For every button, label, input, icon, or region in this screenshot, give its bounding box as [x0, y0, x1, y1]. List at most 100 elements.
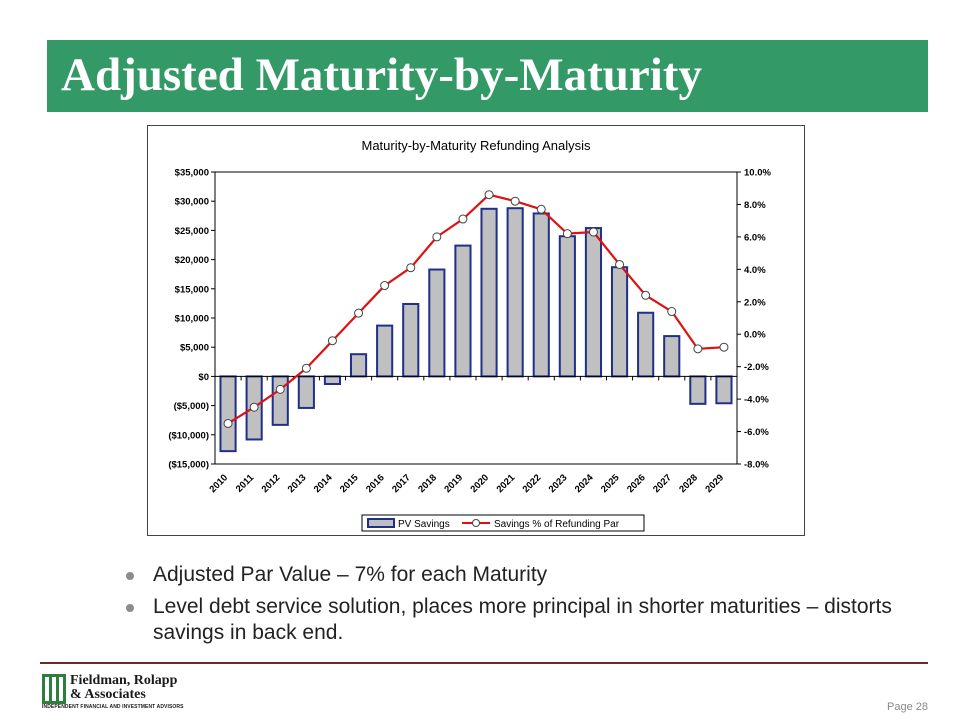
savings-pct-point: [536, 204, 546, 214]
y-left-tick-label: $30,000: [175, 197, 209, 208]
y-left-tick-label: $20,000: [175, 255, 209, 266]
x-tick-label: 2026: [625, 472, 648, 495]
x-tick-label: 2012: [260, 472, 283, 495]
savings-pct-point: [641, 290, 651, 300]
y-left-tick-label: $35,000: [175, 168, 209, 179]
pv-savings-bar: [454, 244, 472, 378]
savings-pct-point: [327, 336, 337, 346]
y-right-tick-label: -8.0%: [744, 460, 769, 471]
bullet-text: Level debt service solution, places more…: [153, 595, 892, 644]
x-tick-label: 2017: [390, 472, 413, 495]
legend-swatch-marker: [472, 519, 480, 527]
y-right-tick-label: 8.0%: [744, 200, 766, 211]
pv-savings-bar: [532, 212, 550, 378]
company-logo: Fieldman, Rolapp & Associates INDEPENDEN…: [42, 672, 202, 712]
savings-pct-point: [510, 196, 520, 206]
bullet-list: Adjusted Par Value – 7% for each Maturit…: [120, 562, 900, 652]
savings-pct-point: [301, 363, 311, 373]
pv-savings-bar: [376, 324, 394, 378]
x-tick-label: 2019: [442, 472, 465, 495]
x-tick-label: 2025: [599, 472, 622, 495]
x-tick-label: 2013: [286, 472, 309, 495]
pv-savings-bar: [480, 207, 498, 378]
savings-pct-point: [275, 384, 285, 394]
x-tick-label: 2023: [547, 472, 570, 495]
chart-container: Maturity-by-Maturity Refunding Analysis $…: [147, 125, 805, 536]
logo-text-line2: & Associates: [70, 687, 146, 702]
x-tick-label: 2022: [521, 472, 544, 495]
pv-savings-bar: [297, 375, 315, 409]
y-left-tick-label: ($10,000): [168, 430, 209, 441]
savings-pct-point: [719, 342, 729, 352]
pv-savings-bar: [584, 227, 603, 378]
legend-label-line: Savings % of Refunding Par: [494, 519, 620, 530]
savings-pct-point: [380, 281, 390, 291]
savings-pct-point: [458, 214, 468, 224]
savings-pct-point: [615, 259, 625, 269]
savings-pct-point: [249, 402, 259, 412]
savings-pct-point: [432, 232, 442, 242]
x-tick-label: 2024: [573, 472, 596, 495]
x-tick-label: 2018: [416, 472, 439, 495]
x-tick-label: 2028: [677, 472, 700, 495]
x-tick-label: 2010: [207, 472, 230, 495]
footer-divider: [40, 662, 928, 664]
pv-savings-bar: [349, 353, 368, 378]
pv-savings-bar: [610, 266, 629, 378]
bullet-item: Level debt service solution, places more…: [120, 594, 900, 646]
slide-title: Adjusted Maturity-by-Maturity: [61, 49, 702, 101]
legend-label-bar: PV Savings: [398, 519, 450, 530]
y-right-tick-label: 2.0%: [744, 297, 766, 308]
x-tick-label: 2011: [234, 472, 257, 495]
y-right-tick-label: 10.0%: [744, 168, 771, 179]
savings-pct-point: [406, 263, 416, 273]
pv-savings-bar: [402, 302, 420, 378]
x-tick-label: 2015: [338, 472, 361, 495]
pv-savings-bar: [689, 375, 707, 405]
bullet-dot-icon: [126, 604, 134, 612]
savings-pct-point: [484, 190, 494, 200]
x-tick-label: 2020: [468, 472, 491, 495]
pv-savings-bar: [558, 235, 576, 378]
logo-mark-icon: [42, 674, 66, 704]
y-right-tick-label: 0.0%: [744, 330, 766, 341]
x-tick-label: 2027: [651, 472, 674, 495]
y-right-tick-label: -4.0%: [744, 395, 769, 406]
pv-savings-bar: [506, 207, 524, 378]
y-left-tick-label: $10,000: [175, 314, 209, 325]
savings-pct-point: [223, 418, 233, 428]
bullet-item: Adjusted Par Value – 7% for each Maturit…: [120, 562, 900, 588]
page-number: Page 28: [887, 701, 928, 713]
y-right-tick-label: -6.0%: [744, 427, 769, 438]
savings-pct-point: [667, 307, 677, 317]
bullet-dot-icon: [126, 572, 134, 580]
logo-text-line1: Fieldman, Rolapp: [70, 673, 178, 688]
x-tick-label: 2014: [312, 472, 335, 495]
y-left-tick-label: $25,000: [175, 226, 209, 237]
y-right-tick-label: -2.0%: [744, 362, 769, 373]
pv-savings-bar: [637, 311, 655, 378]
savings-pct-line: [227, 193, 725, 425]
pv-savings-bar: [219, 375, 237, 453]
y-right-tick-label: 6.0%: [744, 232, 766, 243]
legend-box: [361, 514, 645, 532]
pv-savings-bar: [715, 375, 733, 405]
savings-pct-point: [354, 308, 364, 318]
savings-pct-point: [693, 344, 703, 354]
savings-pct-point: [562, 229, 572, 239]
title-bar: Adjusted Maturity-by-Maturity: [47, 40, 928, 112]
y-left-tick-label: $5,000: [180, 343, 209, 354]
y-left-tick-label: ($5,000): [174, 401, 209, 412]
y-left-tick-label: $15,000: [175, 284, 209, 295]
y-right-tick-label: 4.0%: [744, 265, 766, 276]
savings-pct-point: [588, 227, 598, 237]
legend-swatch-bar: [367, 518, 395, 528]
y-left-tick-label: $0: [198, 372, 209, 383]
plot-area-border: [214, 171, 738, 465]
pv-savings-bar: [663, 335, 681, 378]
bullet-text: Adjusted Par Value – 7% for each Maturit…: [153, 563, 548, 586]
refunding-chart: Maturity-by-Maturity Refunding Analysis $…: [168, 138, 771, 532]
pv-savings-bar: [428, 268, 446, 378]
logo-tagline: INDEPENDENT FINANCIAL AND INVESTMENT ADV…: [42, 704, 184, 710]
x-tick-label: 2016: [364, 472, 387, 495]
